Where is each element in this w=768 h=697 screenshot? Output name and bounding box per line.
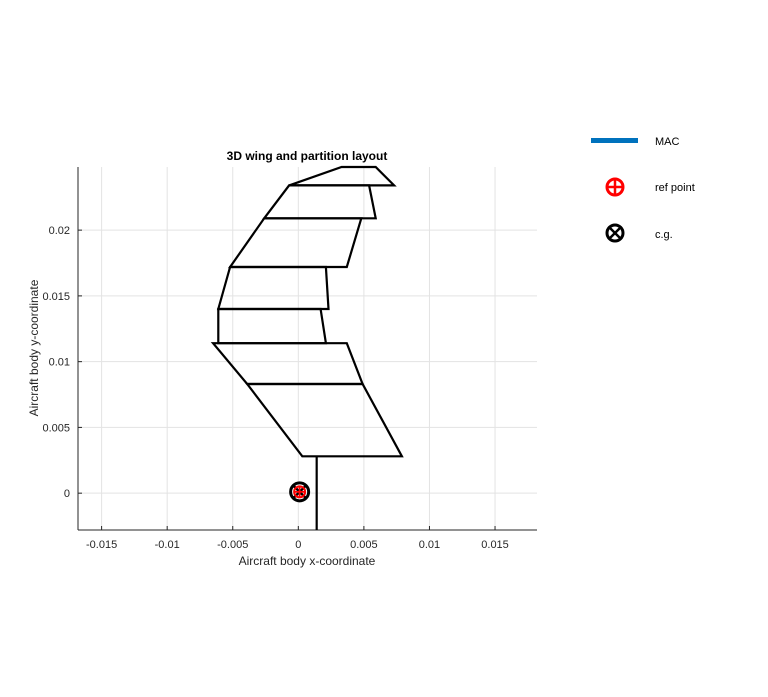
wing-partition-2: [210, 342, 365, 386]
legend-ref-point-icon: [605, 177, 625, 197]
x-tick-label-0: -0.015: [86, 539, 117, 551]
x-axis-label: Aircraft body x-coordinate: [239, 554, 376, 568]
legend-cg-label: c.g.: [655, 229, 673, 241]
y-tick-label-1: 0.005: [42, 422, 70, 434]
x-tick-label-2: -0.005: [217, 539, 248, 551]
x-tick-label-1: -0.01: [155, 539, 180, 551]
legend-cg-icon: [605, 223, 625, 243]
y-tick-label-0: 0: [64, 488, 70, 500]
legend-ref-point-label: ref point: [655, 182, 695, 194]
x-tick-label-4: 0.005: [350, 539, 378, 551]
legend-mac-swatch: [591, 138, 638, 143]
wing-partitions: [210, 165, 404, 530]
grid: [78, 167, 537, 530]
cg-marker-circle: [289, 481, 311, 503]
tick-labels: -0.015 -0.01 -0.005 0 0.005 0.01 0.015 0 0.005 0.…: [42, 225, 508, 551]
ref-point-marker-circle: [293, 485, 307, 499]
x-tick-label-6: 0.015: [481, 539, 509, 551]
legend: MAC ref point c.g.: [591, 136, 695, 243]
y-tick-label-4: 0.02: [49, 225, 70, 237]
axes-frame: [77, 167, 537, 531]
x-tick-label-5: 0.01: [419, 539, 440, 551]
x-tick-label-3: 0: [295, 539, 301, 551]
point-markers: [289, 481, 311, 503]
chart-title: 3D wing and partition layout: [227, 149, 388, 163]
y-tick-label-3: 0.015: [42, 291, 70, 303]
legend-mac-label: MAC: [655, 136, 680, 148]
wing-partition-7: [288, 165, 397, 187]
ref-point-marker: [293, 485, 307, 499]
y-tick-label-2: 0.01: [49, 357, 70, 369]
y-axis-label: Aircraft body y-coordinate: [27, 279, 41, 416]
